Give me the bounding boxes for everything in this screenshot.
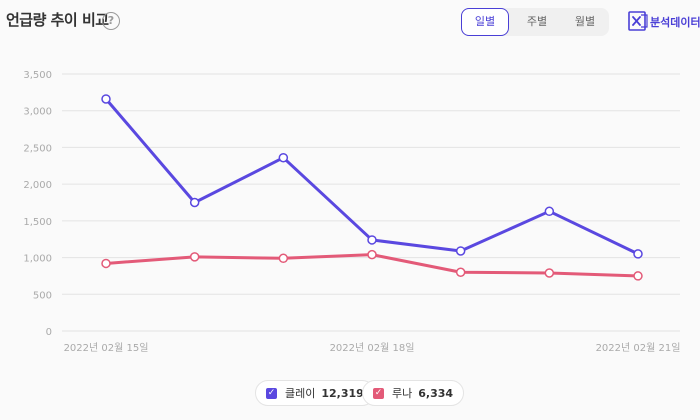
y-tick-label: 2,500: [23, 143, 52, 154]
data-point: [455, 267, 466, 278]
data-point: [633, 249, 643, 259]
y-tick-label: 3,500: [23, 70, 52, 81]
data-point: [278, 253, 289, 264]
y-tick-label: 500: [33, 290, 52, 301]
data-point: [101, 258, 111, 269]
tab-daily[interactable]: 일별: [461, 8, 509, 36]
period-toggle: 일별 주별 월별: [461, 8, 609, 36]
data-point: [633, 271, 643, 281]
checkbox-icon: ✓: [266, 387, 277, 399]
x-tick-label: 2022년 02월 18일: [330, 342, 415, 354]
data-point: [455, 246, 466, 256]
legend-item-series1[interactable]: ✓ 클레이 12,319: [255, 380, 375, 406]
y-tick-label: 1,000: [23, 254, 52, 265]
data-point: [189, 197, 200, 208]
y-tick-label: 2,000: [23, 180, 52, 191]
data-point: [367, 249, 377, 260]
x-tick-label: 2022년 02월 21일: [596, 342, 681, 354]
line-chart: 0 500 1,000 1,500 2,000 2,500 3,000 3,500 2022년 …: [23, 70, 681, 354]
y-tick-label: 1,500: [23, 217, 52, 228]
export-label: 분석데이터: [650, 16, 700, 29]
tab-weekly[interactable]: 주별: [526, 15, 548, 28]
data-point: [278, 152, 289, 163]
checkbox-icon: ✓: [373, 387, 384, 399]
legend-item-series2[interactable]: ✓ 루나 6,334: [362, 380, 465, 406]
legend-total: 6,334: [418, 386, 454, 400]
legend-total: 12,319: [321, 386, 364, 400]
data-point: [189, 252, 200, 262]
data-point: [544, 206, 555, 217]
y-tick-label: 3,000: [23, 107, 52, 118]
excel-icon: [628, 11, 648, 31]
data-point: [367, 235, 377, 245]
series-line-1: [104, 97, 639, 256]
data-point: [101, 94, 111, 104]
tab-monthly[interactable]: 월별: [574, 15, 596, 28]
x-tick-label: 2022년 02월 15일: [64, 342, 149, 354]
help-icon[interactable]: ?: [102, 12, 120, 30]
legend-label: 클레이: [285, 387, 316, 400]
y-tick-label: 0: [46, 327, 52, 338]
chart-title: 언급량 추이 비교: [6, 11, 109, 29]
chart-header: 언급량 추이 비교 ? 일별 주별 월별 분석데이터: [0, 0, 700, 46]
data-point: [544, 268, 555, 278]
legend-label: 루나: [392, 387, 413, 400]
